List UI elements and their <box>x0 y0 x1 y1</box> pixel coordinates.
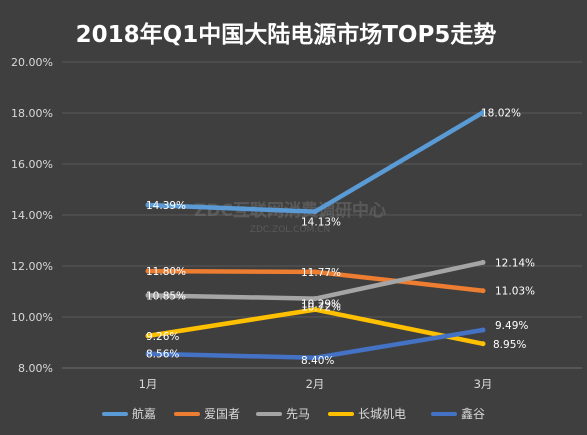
legend-label: 爱国者 <box>204 407 240 421</box>
chart-title: 2018年Q1中国大陆电源市场TOP5走势 <box>76 21 497 48</box>
legend-label: 航嘉 <box>132 406 156 421</box>
y-tick-label: 20.00% <box>11 56 53 69</box>
data-label: 9.26% <box>146 331 179 343</box>
data-label: 10.85% <box>146 290 186 302</box>
data-labels: 14.39% 14.13% 18.02% 11.80% 11.77% 11.03% 10.8… <box>146 107 535 366</box>
legend: 航嘉 爱国者 先马 长城机电 鑫谷 <box>102 406 485 421</box>
series-line <box>145 110 486 214</box>
data-label: 11.80% <box>146 266 186 278</box>
y-tick-label: 16.00% <box>11 158 53 171</box>
y-tick-label: 10.00% <box>11 311 53 324</box>
legend-label: 长城机电 <box>358 407 406 421</box>
data-point <box>480 259 486 265</box>
data-point <box>312 209 318 215</box>
data-label: 10.29% <box>301 299 341 311</box>
data-label: 11.77% <box>301 267 341 279</box>
legend-label: 先马 <box>286 407 310 421</box>
data-label: 8.95% <box>493 339 526 351</box>
data-label: 14.13% <box>301 217 341 229</box>
x-tick-label: 2月 <box>306 377 325 391</box>
data-point <box>145 268 151 274</box>
legend-label: 鑫谷 <box>461 406 485 421</box>
data-point <box>480 288 486 294</box>
data-point <box>145 202 151 208</box>
y-tick-label: 8.00% <box>18 362 53 375</box>
data-point <box>480 327 486 333</box>
y-tick-label: 12.00% <box>11 260 53 273</box>
data-label: 10.72% <box>301 302 341 314</box>
x-tick-label: 1月 <box>139 377 158 391</box>
data-point <box>312 355 318 361</box>
y-tick-label: 14.00% <box>11 209 53 222</box>
data-point <box>480 341 486 347</box>
data-label: 8.40% <box>301 355 334 367</box>
data-label: 11.03% <box>495 286 535 298</box>
y-axis-ticks: 8.00% 10.00% 12.00% 14.00% 16.00% 18.00% 20.00… <box>11 56 53 375</box>
series <box>145 109 486 361</box>
data-point <box>145 351 151 357</box>
watermark-sub: ZDC.ZOL.COM.CN <box>250 225 330 235</box>
data-point <box>145 333 151 339</box>
x-tick-label: 3月 <box>474 377 493 391</box>
watermark: ZDC互联网消费调研中心 ZDC.ZOL.COM.CN <box>194 200 386 235</box>
data-label: 12.14% <box>495 257 535 269</box>
grid <box>62 61 582 369</box>
data-point <box>312 269 318 275</box>
data-point <box>480 109 486 115</box>
data-point <box>312 296 318 302</box>
data-label: 9.49% <box>495 320 528 332</box>
y-tick-label: 18.00% <box>11 107 53 120</box>
data-point <box>145 292 151 298</box>
x-axis-ticks: 1月 2月 3月 <box>139 377 493 391</box>
data-label: 18.02% <box>481 107 521 119</box>
data-label: 14.39% <box>146 200 186 212</box>
data-point <box>312 307 318 313</box>
data-label: 8.56% <box>146 349 179 361</box>
